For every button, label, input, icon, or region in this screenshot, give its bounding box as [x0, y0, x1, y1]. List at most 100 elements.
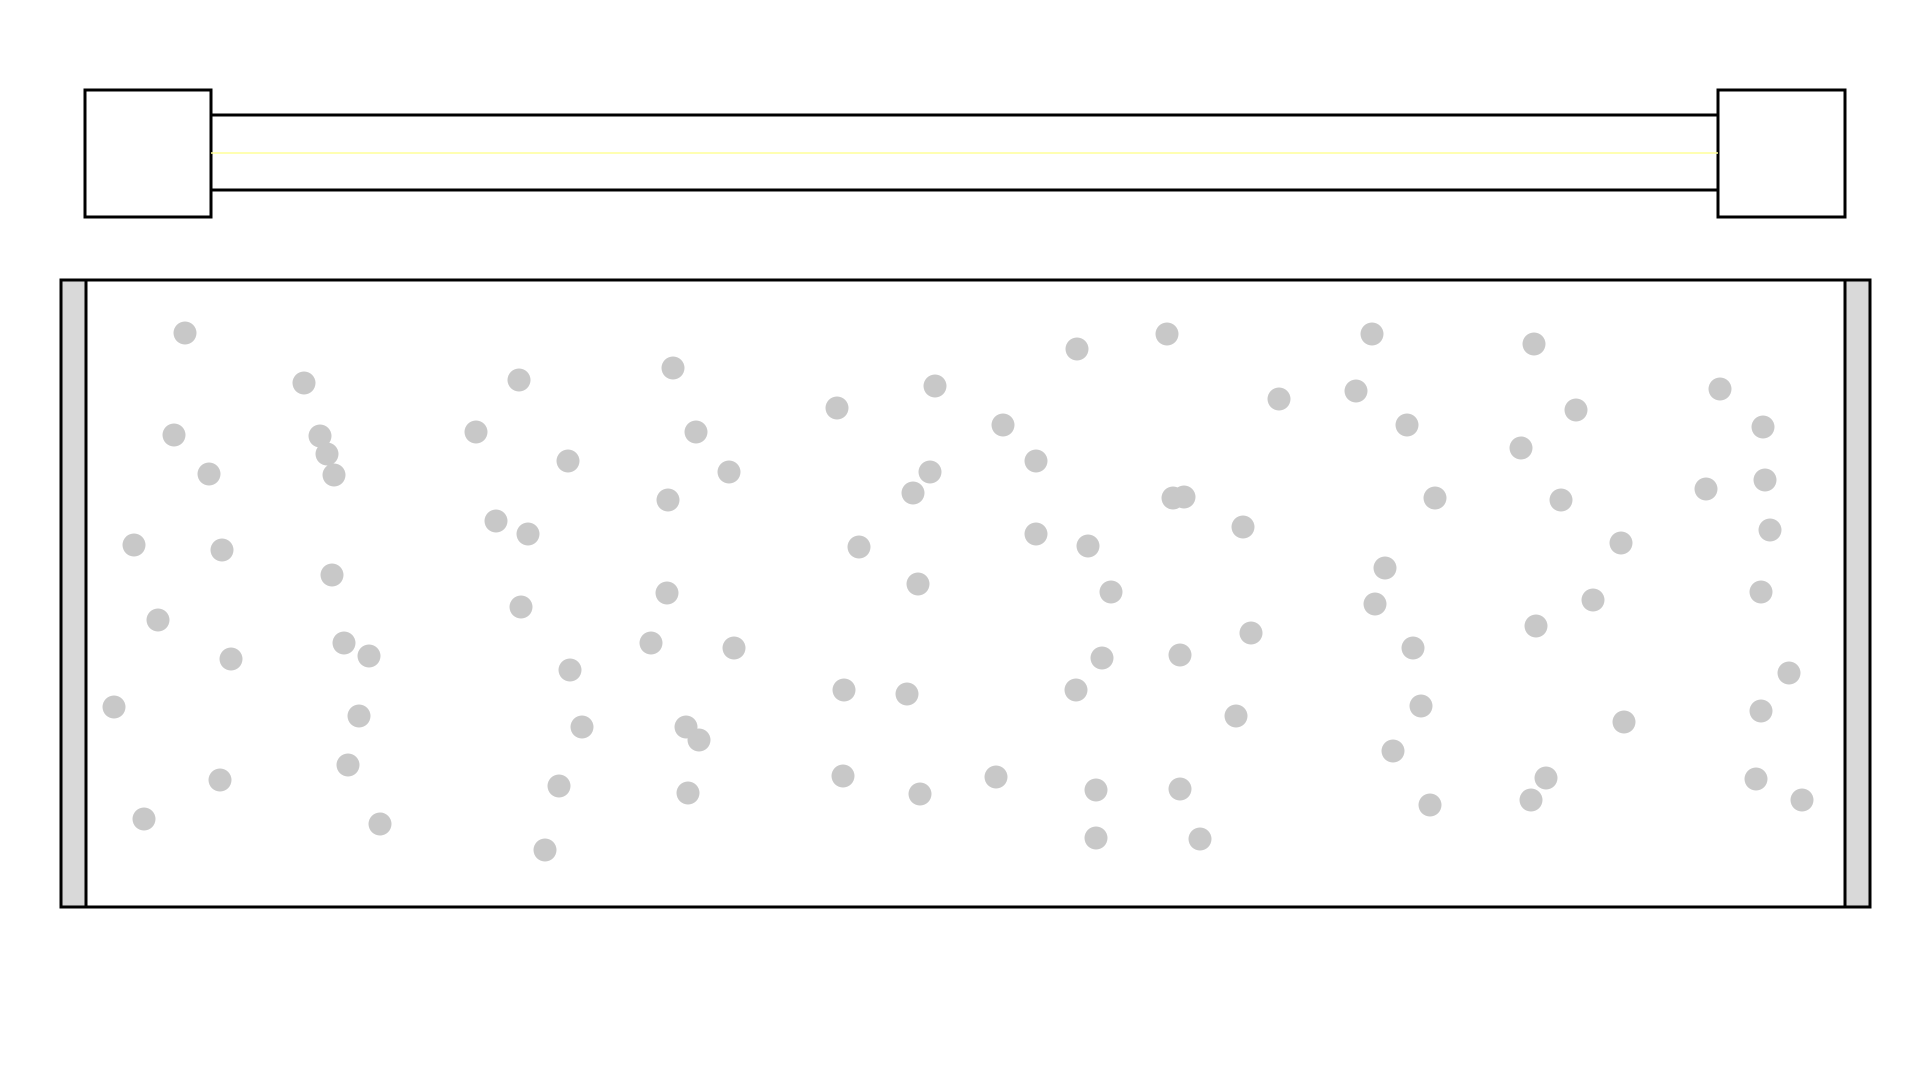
particle: [1155, 322, 1179, 346]
particle: [717, 460, 741, 484]
particle: [1524, 614, 1548, 638]
particle: [1749, 699, 1773, 723]
particle: [308, 424, 332, 448]
top-left-block: [83, 88, 213, 219]
particle: [1418, 793, 1442, 817]
particle: [918, 460, 942, 484]
particle: [991, 413, 1015, 437]
particle: [684, 420, 708, 444]
particle: [219, 647, 243, 671]
chamber-box: [59, 278, 1872, 909]
particle: [1612, 710, 1636, 734]
right-end-plate: [1843, 278, 1872, 909]
particle-field: [102, 321, 1814, 862]
particle: [464, 420, 488, 444]
particle: [558, 658, 582, 682]
particle: [1509, 436, 1533, 460]
particle: [1024, 449, 1048, 473]
particle: [639, 631, 663, 655]
particle: [984, 765, 1008, 789]
particle: [1751, 415, 1775, 439]
particle: [556, 449, 580, 473]
particle: [661, 356, 685, 380]
particle: [146, 608, 170, 632]
particle: [322, 463, 346, 487]
particle: [1564, 398, 1588, 422]
particle: [1758, 518, 1782, 542]
particle: [1409, 694, 1433, 718]
particle: [656, 488, 680, 512]
particle: [315, 442, 339, 466]
particle: [347, 704, 371, 728]
particle: [292, 371, 316, 395]
particle: [336, 753, 360, 777]
particle: [102, 695, 126, 719]
particle: [1373, 556, 1397, 580]
particle: [832, 678, 856, 702]
particle: [1084, 778, 1108, 802]
particle: [132, 807, 156, 831]
particle: [1549, 488, 1573, 512]
particle: [1381, 739, 1405, 763]
particle: [173, 321, 197, 345]
particle: [1168, 777, 1192, 801]
particle: [1395, 413, 1419, 437]
particle: [1609, 531, 1633, 555]
particle: [1360, 322, 1384, 346]
particle: [357, 644, 381, 668]
particle: [320, 563, 344, 587]
particle: [1694, 477, 1718, 501]
particle: [1744, 767, 1768, 791]
particle: [722, 636, 746, 660]
particle: [1423, 486, 1447, 510]
particle: [1749, 580, 1773, 604]
particle: [1519, 788, 1543, 812]
chamber: [59, 278, 1872, 909]
particle: [332, 631, 356, 655]
top-right-block: [1716, 88, 1847, 219]
particle: [1363, 592, 1387, 616]
particle: [162, 423, 186, 447]
particle: [210, 538, 234, 562]
particle: [1267, 387, 1291, 411]
particle: [895, 682, 919, 706]
particle: [1534, 766, 1558, 790]
particle: [1708, 377, 1732, 401]
particle: [509, 595, 533, 619]
particle: [1090, 646, 1114, 670]
particle: [831, 764, 855, 788]
particle: [547, 774, 571, 798]
particle: [1224, 704, 1248, 728]
particle: [1024, 522, 1048, 546]
particle: [908, 782, 932, 806]
particle: [1168, 643, 1192, 667]
particle: [122, 533, 146, 557]
particle: [1401, 636, 1425, 660]
particle: [533, 838, 557, 862]
particle: [923, 374, 947, 398]
particle: [1231, 515, 1255, 539]
left-end-plate: [59, 278, 88, 909]
particle: [507, 368, 531, 392]
particle: [1777, 661, 1801, 685]
particle: [570, 715, 594, 739]
particle: [655, 581, 679, 605]
particle: [847, 535, 871, 559]
particle: [676, 781, 700, 805]
particle: [1581, 588, 1605, 612]
top-assembly: [83, 88, 1847, 219]
particle: [208, 768, 232, 792]
particle: [1753, 468, 1777, 492]
particle: [825, 396, 849, 420]
particle: [1065, 337, 1089, 361]
particle: [906, 572, 930, 596]
particle: [1172, 485, 1196, 509]
particle: [516, 522, 540, 546]
particle: [1522, 332, 1546, 356]
particle: [901, 481, 925, 505]
particle: [1188, 827, 1212, 851]
particle: [1344, 379, 1368, 403]
particle: [197, 462, 221, 486]
particle: [368, 812, 392, 836]
